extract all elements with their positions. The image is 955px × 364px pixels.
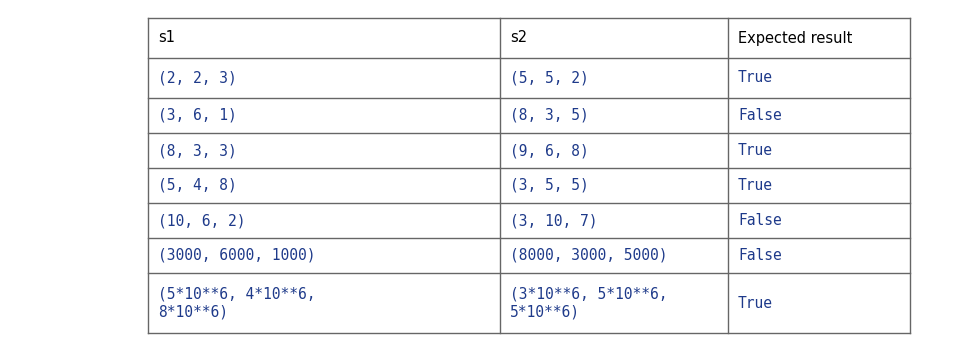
Text: (3*10**6, 5*10**6,
5*10**6): (3*10**6, 5*10**6, 5*10**6) bbox=[510, 287, 668, 319]
Text: (3000, 6000, 1000): (3000, 6000, 1000) bbox=[158, 248, 315, 263]
Text: (3, 5, 5): (3, 5, 5) bbox=[510, 178, 588, 193]
Text: False: False bbox=[738, 108, 782, 123]
Text: (5*10**6, 4*10**6,
8*10**6): (5*10**6, 4*10**6, 8*10**6) bbox=[158, 287, 315, 319]
Text: False: False bbox=[738, 213, 782, 228]
Text: (8000, 3000, 5000): (8000, 3000, 5000) bbox=[510, 248, 668, 263]
Text: s1: s1 bbox=[158, 31, 175, 46]
Text: True: True bbox=[738, 178, 773, 193]
Text: (5, 4, 8): (5, 4, 8) bbox=[158, 178, 237, 193]
Text: (10, 6, 2): (10, 6, 2) bbox=[158, 213, 245, 228]
Text: True: True bbox=[738, 296, 773, 310]
Text: (3, 10, 7): (3, 10, 7) bbox=[510, 213, 598, 228]
Text: (3, 6, 1): (3, 6, 1) bbox=[158, 108, 237, 123]
Text: True: True bbox=[738, 143, 773, 158]
Text: True: True bbox=[738, 71, 773, 86]
Text: False: False bbox=[738, 248, 782, 263]
Text: Expected result: Expected result bbox=[738, 31, 853, 46]
Text: (9, 6, 8): (9, 6, 8) bbox=[510, 143, 588, 158]
Text: (2, 2, 3): (2, 2, 3) bbox=[158, 71, 237, 86]
Text: (5, 5, 2): (5, 5, 2) bbox=[510, 71, 588, 86]
Text: (8, 3, 3): (8, 3, 3) bbox=[158, 143, 237, 158]
Text: (8, 3, 5): (8, 3, 5) bbox=[510, 108, 588, 123]
Text: s2: s2 bbox=[510, 31, 527, 46]
